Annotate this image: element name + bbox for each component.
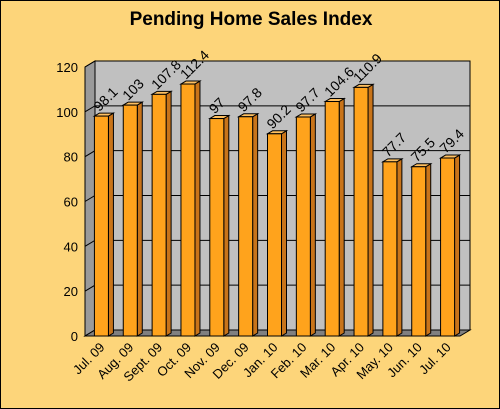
bar bbox=[209, 118, 225, 337]
bar bbox=[93, 115, 109, 337]
bar-side bbox=[194, 80, 201, 337]
bar-side bbox=[396, 157, 403, 337]
x-tick-label: Jul. 10 bbox=[416, 340, 454, 378]
bar-group bbox=[323, 97, 346, 337]
bar-group bbox=[438, 154, 462, 337]
bar-group bbox=[179, 80, 202, 337]
bar bbox=[440, 157, 456, 337]
gridline bbox=[84, 60, 470, 68]
bar bbox=[238, 116, 254, 337]
bar bbox=[382, 161, 398, 337]
bar-group bbox=[121, 101, 145, 337]
y-tick-label: 120 bbox=[56, 60, 78, 75]
bar bbox=[180, 83, 196, 337]
chart-title: Pending Home Sales Index bbox=[129, 9, 373, 30]
bar-group bbox=[236, 112, 260, 337]
bar bbox=[295, 116, 311, 337]
bar-group bbox=[265, 129, 289, 337]
bar bbox=[122, 104, 138, 337]
bar-side bbox=[367, 83, 374, 337]
bar-group bbox=[294, 113, 318, 337]
bar-group bbox=[352, 83, 375, 337]
y-tick-label: 0 bbox=[71, 329, 78, 344]
bar-side bbox=[136, 101, 143, 337]
bar bbox=[353, 86, 369, 337]
bar-side bbox=[454, 154, 461, 337]
bar-side bbox=[425, 162, 432, 337]
bar-side bbox=[309, 113, 316, 337]
gridline bbox=[84, 105, 470, 113]
bar-side bbox=[223, 114, 230, 337]
bar-group bbox=[208, 114, 231, 337]
y-tick-label: 80 bbox=[64, 150, 78, 165]
bar-side bbox=[281, 129, 287, 337]
bar bbox=[324, 101, 340, 337]
y-tick-label: 40 bbox=[64, 239, 78, 254]
bar-side bbox=[252, 112, 259, 337]
y-tick-label: 100 bbox=[56, 105, 78, 120]
bar-side bbox=[107, 112, 114, 337]
bar-group bbox=[150, 90, 173, 337]
bar bbox=[267, 133, 282, 337]
bar-group bbox=[409, 162, 433, 337]
bar-side bbox=[165, 90, 172, 337]
bar bbox=[411, 166, 427, 337]
bar-group bbox=[381, 157, 404, 337]
bar-side bbox=[338, 97, 345, 337]
bar bbox=[151, 93, 167, 337]
bar-group bbox=[92, 112, 116, 337]
y-tick-label: 20 bbox=[64, 284, 78, 299]
y-tick-label: 60 bbox=[64, 195, 78, 210]
